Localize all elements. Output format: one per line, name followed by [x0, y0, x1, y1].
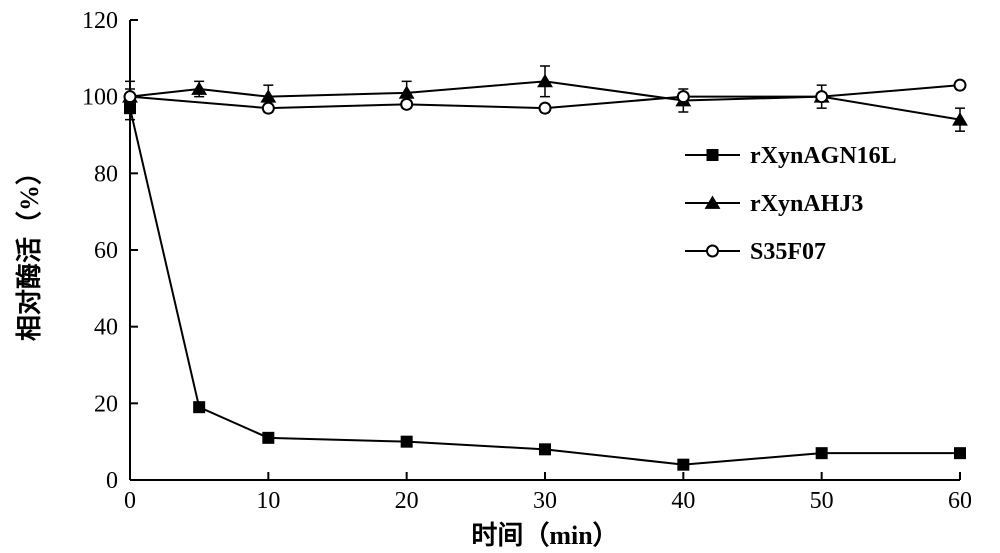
svg-text:60: 60: [94, 238, 118, 264]
svg-text:120: 120: [82, 8, 118, 34]
svg-text:20: 20: [395, 488, 419, 514]
svg-text:80: 80: [94, 161, 118, 187]
svg-text:50: 50: [810, 488, 834, 514]
y-axis-label: 相对酶活（%）: [15, 159, 44, 341]
line-chart: 0 10 20 30 40 50 60 时间（min） 0 20 40 60 80 100 120 相对酶活（…: [0, 0, 1000, 553]
svg-text:0: 0: [106, 468, 118, 494]
svg-text:40: 40: [671, 488, 695, 514]
svg-text:30: 30: [533, 488, 557, 514]
svg-text:20: 20: [94, 391, 118, 417]
svg-text:100: 100: [82, 85, 118, 111]
svg-text:10: 10: [256, 488, 280, 514]
series-1: [123, 66, 967, 131]
legend-label-0: rXynAGN16L: [750, 143, 897, 169]
svg-text:0: 0: [124, 488, 136, 514]
x-axis-label: 时间（min）: [471, 521, 618, 550]
svg-text:60: 60: [948, 488, 972, 514]
legend-label-1: rXynAHJ3: [750, 191, 863, 217]
chart-container: 0 10 20 30 40 50 60 时间（min） 0 20 40 60 80 100 120 相对酶活（…: [0, 0, 1000, 553]
svg-text:40: 40: [94, 315, 118, 341]
legend-label-2: S35F07: [750, 239, 826, 265]
legend: rXynAGN16L rXynAHJ3 S35F07: [685, 143, 897, 265]
